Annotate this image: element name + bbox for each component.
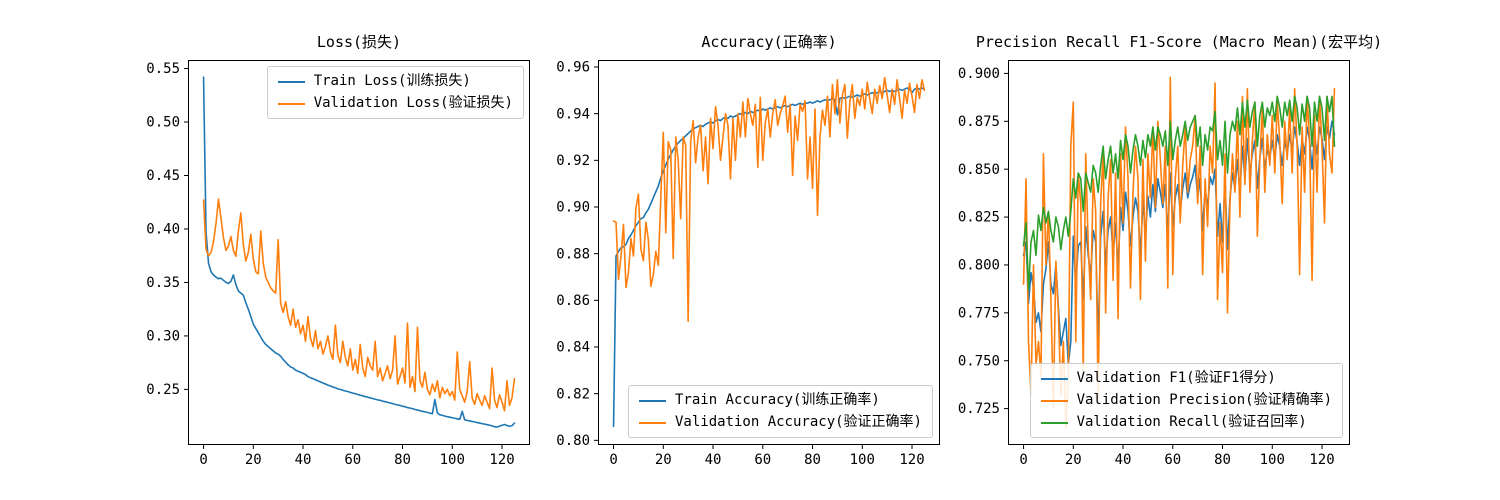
legend-label: Validation F1(验证F1得分) bbox=[1076, 370, 1276, 386]
series-line bbox=[202, 198, 516, 412]
legend-label: Validation Recall(验证召回率) bbox=[1076, 414, 1307, 430]
series-line bbox=[612, 87, 926, 428]
legend-line-swatch bbox=[1040, 377, 1068, 380]
x-tick-label: 0 bbox=[199, 452, 207, 468]
legend-label: Validation Loss(验证损失) bbox=[313, 95, 513, 111]
x-tick-label: 80 bbox=[804, 452, 821, 468]
plot-area-precision-recall-f1: 0.725 0.750 0.775 0.800 0.825 0.850 0.875 0.900… bbox=[958, 60, 1350, 468]
x-tick-label: 60 bbox=[344, 452, 361, 468]
legend-entry: Train Loss(训练损失) bbox=[277, 72, 513, 91]
series-line bbox=[1022, 95, 1336, 291]
y-tick-label: 0.800 bbox=[958, 258, 1000, 274]
y-tick-label: 0.900 bbox=[958, 66, 1000, 82]
chart-title-precision-recall-f1: Precision Recall F1-Score (Macro Mean)(宏… bbox=[975, 33, 1383, 51]
x-tick-label: 120 bbox=[489, 452, 514, 468]
chart-precision-recall-f1: Precision Recall F1-Score (Macro Mean)(宏… bbox=[958, 33, 1382, 468]
x-tick-label: 20 bbox=[1065, 452, 1082, 468]
y-tick-label: 0.94 bbox=[556, 106, 590, 122]
y-tick-label: 0.86 bbox=[556, 293, 590, 309]
legend-line-swatch bbox=[1040, 399, 1068, 402]
legend-entry: Validation Accuracy(验证正确率) bbox=[638, 413, 922, 432]
y-tick-label: 0.725 bbox=[958, 401, 1000, 417]
x-tick-label: 60 bbox=[754, 452, 771, 468]
legend-line-swatch bbox=[1040, 421, 1068, 424]
x-tick-label: 0 bbox=[609, 452, 617, 468]
x-tick-label: 60 bbox=[1164, 452, 1181, 468]
legend-label: Validation Accuracy(验证正确率) bbox=[674, 414, 922, 430]
y-tick-label: 0.45 bbox=[146, 168, 180, 184]
x-tick-label: 0 bbox=[1019, 452, 1027, 468]
legend-precision-recall-f1: Validation F1(验证F1得分) Validation Precisio… bbox=[1029, 363, 1343, 438]
legend-line-swatch bbox=[277, 80, 305, 83]
x-tick-label: 80 bbox=[1214, 452, 1231, 468]
series-line bbox=[1022, 76, 1336, 429]
x-tick-label: 120 bbox=[899, 452, 924, 468]
plot-area-accuracy: 0.80 0.82 0.84 0.86 0.88 0.90 0.92 0.94 0.96 0 20 4… bbox=[556, 60, 940, 468]
series-line bbox=[612, 76, 926, 323]
x-tick-label: 40 bbox=[705, 452, 722, 468]
y-tick-label: 0.96 bbox=[556, 60, 590, 76]
y-tick-label: 0.850 bbox=[958, 162, 1000, 178]
y-tick-label: 0.775 bbox=[958, 305, 1000, 321]
legend-entry: Train Accuracy(训练正确率) bbox=[638, 391, 922, 410]
legend-line-swatch bbox=[638, 421, 666, 424]
axes-frame bbox=[1008, 60, 1350, 445]
y-tick-label: 0.50 bbox=[146, 115, 180, 131]
x-tick-label: 80 bbox=[394, 452, 411, 468]
y-tick-label: 0.82 bbox=[556, 386, 590, 402]
y-tick-label: 0.80 bbox=[556, 433, 590, 449]
legend-label: Train Loss(训练损失) bbox=[313, 73, 471, 89]
legend-accuracy: Train Accuracy(训练正确率) Validation Accuracy… bbox=[627, 385, 933, 438]
x-tick-label: 20 bbox=[245, 452, 262, 468]
x-tick-label: 20 bbox=[655, 452, 672, 468]
y-tick-label: 0.750 bbox=[958, 353, 1000, 369]
legend-line-swatch bbox=[638, 399, 666, 402]
y-tick-label: 0.90 bbox=[556, 200, 590, 216]
legend-line-swatch bbox=[277, 102, 305, 105]
x-tick-label: 100 bbox=[1260, 452, 1285, 468]
legend-entry: Validation Precision(验证精确率) bbox=[1040, 391, 1332, 410]
x-tick-label: 40 bbox=[295, 452, 312, 468]
y-tick-label: 0.875 bbox=[958, 114, 1000, 130]
axes-frame bbox=[598, 60, 940, 445]
chart-title-accuracy: Accuracy(正确率) bbox=[701, 33, 837, 51]
x-tick-label: 120 bbox=[1309, 452, 1334, 468]
chart-loss: Loss(损失) 0.25 0.30 0.35 0.40 0.45 0.50 0.55 0 20… bbox=[146, 33, 530, 468]
legend-entry: Validation F1(验证F1得分) bbox=[1040, 369, 1332, 388]
legend-entry: Validation Recall(验证召回率) bbox=[1040, 413, 1332, 432]
y-tick-label: 0.25 bbox=[146, 382, 180, 398]
y-tick-label: 0.88 bbox=[556, 246, 590, 262]
y-tick-label: 0.92 bbox=[556, 153, 590, 169]
x-tick-label: 40 bbox=[1115, 452, 1132, 468]
y-tick-label: 0.35 bbox=[146, 275, 180, 291]
legend-label: Validation Precision(验证精确率) bbox=[1076, 392, 1332, 408]
x-tick-label: 100 bbox=[850, 452, 875, 468]
x-tick-label: 100 bbox=[440, 452, 465, 468]
y-tick-label: 0.40 bbox=[146, 222, 180, 238]
y-tick-label: 0.30 bbox=[146, 329, 180, 345]
plot-area-loss: 0.25 0.30 0.35 0.40 0.45 0.50 0.55 0 20 40 60 80 100… bbox=[146, 60, 530, 468]
y-tick-label: 0.84 bbox=[556, 340, 590, 356]
axes-frame bbox=[188, 60, 530, 445]
legend-label: Train Accuracy(训练正确率) bbox=[674, 392, 880, 408]
y-tick-label: 0.825 bbox=[958, 210, 1000, 226]
chart-accuracy: Accuracy(正确率) 0.80 0.82 0.84 0.86 0.88 0.90 0.… bbox=[556, 33, 940, 468]
chart-title-loss: Loss(损失) bbox=[316, 33, 402, 51]
legend-loss: Train Loss(训练损失) Validation Loss(验证损失) bbox=[266, 66, 524, 119]
series-line bbox=[202, 76, 516, 428]
legend-entry: Validation Loss(验证损失) bbox=[277, 94, 513, 113]
y-tick-label: 0.55 bbox=[146, 61, 180, 77]
